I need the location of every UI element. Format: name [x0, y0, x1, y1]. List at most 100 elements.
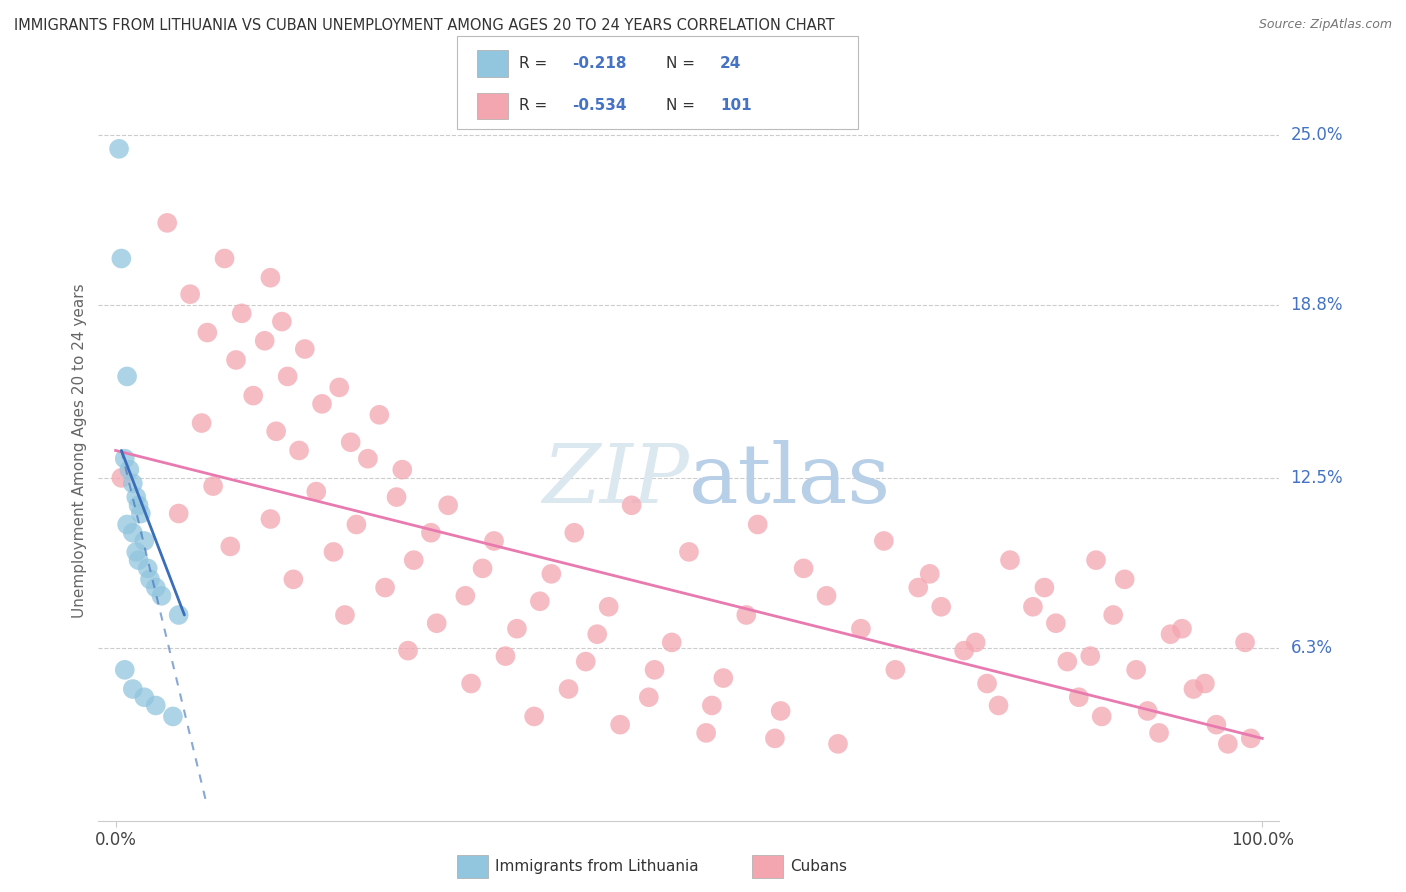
Point	[110, 252, 132, 266]
Point	[357, 451, 380, 466]
Point	[557, 681, 579, 696]
Y-axis label: Unemployment Among Ages 20 to 24 years: Unemployment Among Ages 20 to 24 years	[72, 283, 87, 618]
Point	[976, 676, 998, 690]
Point	[711, 671, 734, 685]
Point	[849, 622, 872, 636]
Point	[1205, 717, 1227, 731]
Text: 18.8%: 18.8%	[1291, 296, 1343, 314]
Point	[374, 581, 396, 595]
Point	[769, 704, 792, 718]
Point	[129, 507, 152, 521]
Point	[540, 566, 562, 581]
Point	[283, 572, 305, 586]
Point	[311, 397, 333, 411]
Point	[1085, 553, 1108, 567]
Text: 101: 101	[720, 98, 751, 113]
Point	[495, 649, 517, 664]
Point	[145, 698, 167, 713]
Point	[735, 607, 758, 622]
Point	[1136, 704, 1159, 718]
Text: -0.534: -0.534	[572, 98, 627, 113]
Point	[242, 389, 264, 403]
Point	[118, 463, 141, 477]
Point	[1056, 655, 1078, 669]
Point	[136, 561, 159, 575]
Text: N =: N =	[666, 98, 700, 113]
Point	[396, 643, 419, 657]
Point	[907, 581, 929, 595]
Point	[695, 726, 717, 740]
Point	[1067, 690, 1090, 705]
Text: Source: ZipAtlas.com: Source: ZipAtlas.com	[1258, 18, 1392, 31]
Point	[965, 635, 987, 649]
Point	[134, 690, 156, 705]
Point	[225, 353, 247, 368]
Text: N =: N =	[666, 56, 700, 71]
Point	[987, 698, 1010, 713]
Point	[426, 616, 449, 631]
Point	[884, 663, 907, 677]
Point	[637, 690, 659, 705]
Point	[259, 270, 281, 285]
Point	[763, 731, 786, 746]
Point	[1182, 681, 1205, 696]
Point	[110, 471, 132, 485]
Text: atlas: atlas	[689, 440, 891, 520]
Point	[162, 709, 184, 723]
Text: Immigrants from Lithuania: Immigrants from Lithuania	[495, 859, 699, 873]
Point	[471, 561, 494, 575]
Point	[1114, 572, 1136, 586]
Point	[460, 676, 482, 690]
Point	[1078, 649, 1101, 664]
Point	[214, 252, 236, 266]
Point	[644, 663, 666, 677]
Point	[815, 589, 838, 603]
Point	[827, 737, 849, 751]
Point	[121, 681, 143, 696]
Point	[121, 525, 143, 540]
Point	[128, 553, 150, 567]
Point	[1171, 622, 1194, 636]
Point	[929, 599, 952, 614]
Point	[294, 342, 316, 356]
Point	[115, 369, 138, 384]
Point	[1147, 726, 1170, 740]
Text: -0.218: -0.218	[572, 56, 627, 71]
Point	[918, 566, 941, 581]
Point	[793, 561, 815, 575]
Point	[108, 142, 131, 156]
Point	[368, 408, 391, 422]
Text: 24: 24	[720, 56, 741, 71]
Point	[134, 533, 156, 548]
Point	[402, 553, 425, 567]
Point	[620, 498, 643, 512]
Point	[231, 306, 253, 320]
Point	[562, 525, 585, 540]
Point	[277, 369, 299, 384]
Point	[179, 287, 201, 301]
Point	[661, 635, 683, 649]
Point	[167, 507, 190, 521]
Point	[219, 540, 242, 554]
Point	[1240, 731, 1263, 746]
Point	[344, 517, 367, 532]
Point	[195, 326, 218, 340]
Point	[264, 424, 287, 438]
Point	[1194, 676, 1216, 690]
Point	[288, 443, 311, 458]
Point	[139, 572, 162, 586]
Point	[125, 490, 148, 504]
Point	[1234, 635, 1257, 649]
Point	[437, 498, 460, 512]
Point	[322, 545, 344, 559]
Point	[1033, 581, 1056, 595]
Point	[506, 622, 529, 636]
Point	[529, 594, 551, 608]
Point	[156, 216, 179, 230]
Point	[190, 416, 212, 430]
Point	[953, 643, 976, 657]
Point	[270, 315, 292, 329]
Point	[391, 463, 413, 477]
Point	[1022, 599, 1045, 614]
Point	[305, 484, 328, 499]
